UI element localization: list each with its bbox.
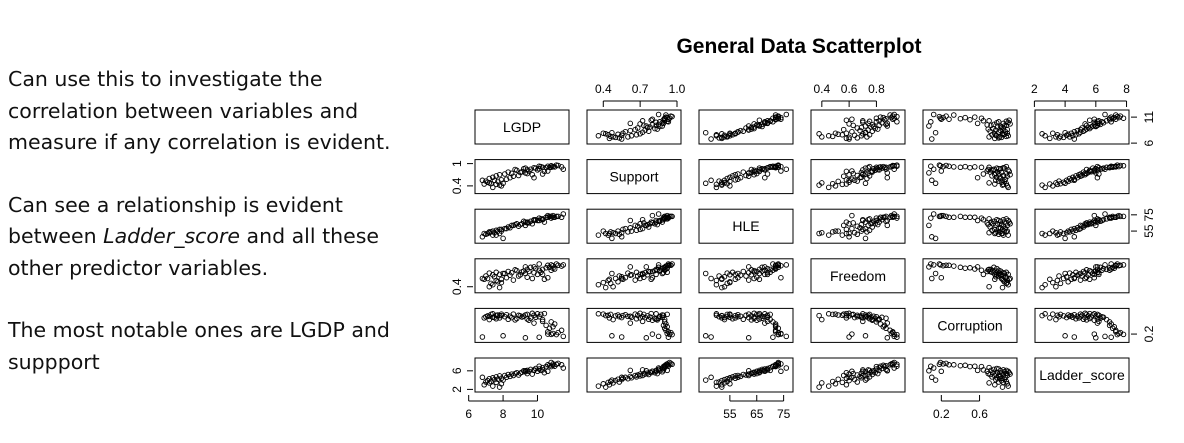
- top-tick-label-freedom-1: 0.6: [841, 82, 858, 96]
- bottom-tick-label-hle-1: 65: [750, 407, 764, 421]
- variable-label-hle: HLE: [732, 218, 759, 234]
- left-tick-label-ladder-score-1: 6: [450, 367, 464, 374]
- panel-hle-vs-ladder-score: [1035, 209, 1129, 243]
- bottom-tick-label-corruption-0: 0.2: [933, 407, 950, 421]
- left-tick-label-support-0: 0.4: [450, 177, 464, 194]
- variable-label-support: Support: [609, 169, 658, 185]
- right-tick-label-lgdp-1: 11: [1142, 111, 1156, 124]
- variable-label-lgdp: LGDP: [503, 119, 541, 135]
- left-tick-label-ladder-score-0: 2: [450, 386, 464, 393]
- note-paragraph-2: Can see a relationship is evident betwee…: [8, 190, 408, 285]
- top-tick-label-support-2: 1.0: [669, 82, 686, 96]
- panel-hle-vs-support: [587, 209, 681, 243]
- bottom-tick-label-lgdp-1: 8: [500, 407, 507, 421]
- panel-corruption-vs-ladder-score: [1035, 308, 1129, 342]
- explanation-notes: Can use this to investigate the correlat…: [8, 64, 408, 378]
- bottom-tick-label-lgdp-0: 6: [465, 407, 472, 421]
- top-tick-label-ladder-score-0: 2: [1031, 82, 1038, 96]
- top-tick-label-freedom-0: 0.4: [813, 82, 830, 96]
- right-tick-label-hle-1: 75: [1142, 208, 1156, 222]
- top-tick-label-freedom-2: 0.8: [868, 82, 885, 96]
- note-paragraph-3: The most notable ones are LGDP and suppp…: [8, 315, 408, 378]
- top-tick-label-support-0: 0.4: [595, 82, 612, 96]
- variable-label-ladder-score: Ladder_score: [1039, 367, 1125, 383]
- scatterplot-matrix: General Data Scatterplot LGDP Support HLE F…: [420, 0, 1180, 443]
- right-tick-label-corruption-0: 0.2: [1142, 325, 1156, 342]
- bottom-tick-label-lgdp-2: 10: [531, 407, 545, 421]
- matrix-panels: LGDP Support HLE Freedom Corruption Ladder_sc…: [450, 82, 1156, 421]
- variable-label-corruption: Corruption: [937, 317, 1002, 333]
- top-tick-label-ladder-score-1: 4: [1062, 82, 1069, 96]
- right-tick-label-hle-0: 55: [1142, 224, 1156, 238]
- chart-title: General Data Scatterplot: [676, 35, 921, 58]
- right-tick-label-lgdp-0: 6: [1142, 139, 1156, 146]
- top-tick-label-ladder-score-3: 8: [1123, 82, 1130, 96]
- variable-label-freedom: Freedom: [830, 268, 886, 284]
- top-tick-label-ladder-score-2: 6: [1092, 82, 1099, 96]
- left-tick-label-support-1: 1: [450, 160, 464, 167]
- left-tick-label-freedom-0: 0.4: [450, 278, 464, 295]
- bottom-tick-label-corruption-1: 0.6: [971, 407, 988, 421]
- top-tick-label-support-1: 0.7: [632, 82, 649, 96]
- bottom-tick-label-hle-2: 75: [777, 407, 791, 421]
- note-paragraph-1: Can use this to investigate the correlat…: [8, 64, 408, 159]
- bottom-tick-label-hle-0: 55: [723, 407, 737, 421]
- note-paragraph-2-emphasis: Ladder_score: [103, 224, 240, 248]
